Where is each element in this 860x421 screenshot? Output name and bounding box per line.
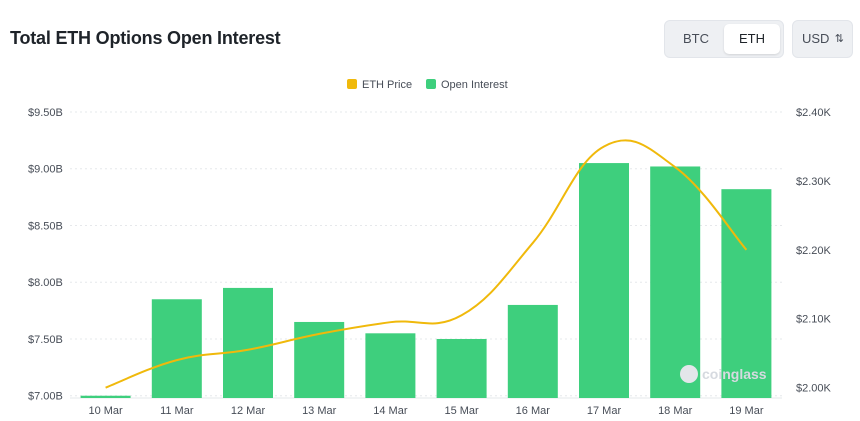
eth-toggle-button[interactable]: ETH [724,24,780,54]
bar [80,395,131,398]
y-left-tick-label: $7.50B [28,334,63,346]
bar [507,304,558,398]
x-tick-label: 16 Mar [516,405,551,417]
y-left-tick-label: $9.50B [28,107,63,119]
y-right-tick-label: $2.20K [796,245,832,257]
eth-price-line [105,139,748,389]
bar [650,166,701,398]
currency-label: USD [802,31,830,46]
eth-price-legend-swatch [347,79,357,89]
x-tick-label: 17 Mar [587,405,622,417]
y-left-tick-label: $8.50B [28,220,63,232]
y-right-tick-label: $2.10K [796,314,832,326]
chart-legend: ETH Price Open Interest [347,79,508,91]
x-tick-label: 11 Mar [160,405,194,417]
coinglass-watermark: coinglass [680,365,767,383]
bar [721,189,772,398]
open-interest-legend-label: Open Interest [441,79,508,91]
x-tick-label: 19 Mar [729,405,764,417]
x-tick-label: 15 Mar [444,405,479,417]
x-tick-label: 14 Mar [373,405,408,417]
y-right-tick-label: $2.00K [796,383,832,395]
y-left-tick-label: $7.00B [28,391,63,403]
page-title: Total ETH Options Open Interest [10,28,281,48]
x-tick-label: 12 Mar [231,405,266,417]
currency-select[interactable]: USD ⇅ [792,20,853,58]
bar [223,287,273,398]
y-right-tick-label: $2.30K [796,176,832,188]
x-tick-label: 18 Mar [658,405,693,417]
x-tick-label: 13 Mar [302,405,337,417]
watermark-text: coinglass [702,366,767,382]
x-tick-label: 10 Mar [88,405,123,417]
eth-price-legend-label: ETH Price [362,79,412,91]
bar [365,333,416,398]
bar [436,338,487,398]
coin-toggle: BTC ETH [664,20,784,58]
open-interest-legend-swatch [426,79,436,89]
up-down-chevron-icon: ⇅ [834,33,844,45]
y-left-tick-label: $8.00B [28,277,63,289]
btc-toggle-button[interactable]: BTC [683,31,709,46]
y-right-tick-label: $2.40K [796,107,832,119]
y-left-tick-label: $9.00B [28,164,63,176]
bar [151,299,202,398]
bar [579,163,629,398]
coinglass-logo-icon [680,365,698,383]
